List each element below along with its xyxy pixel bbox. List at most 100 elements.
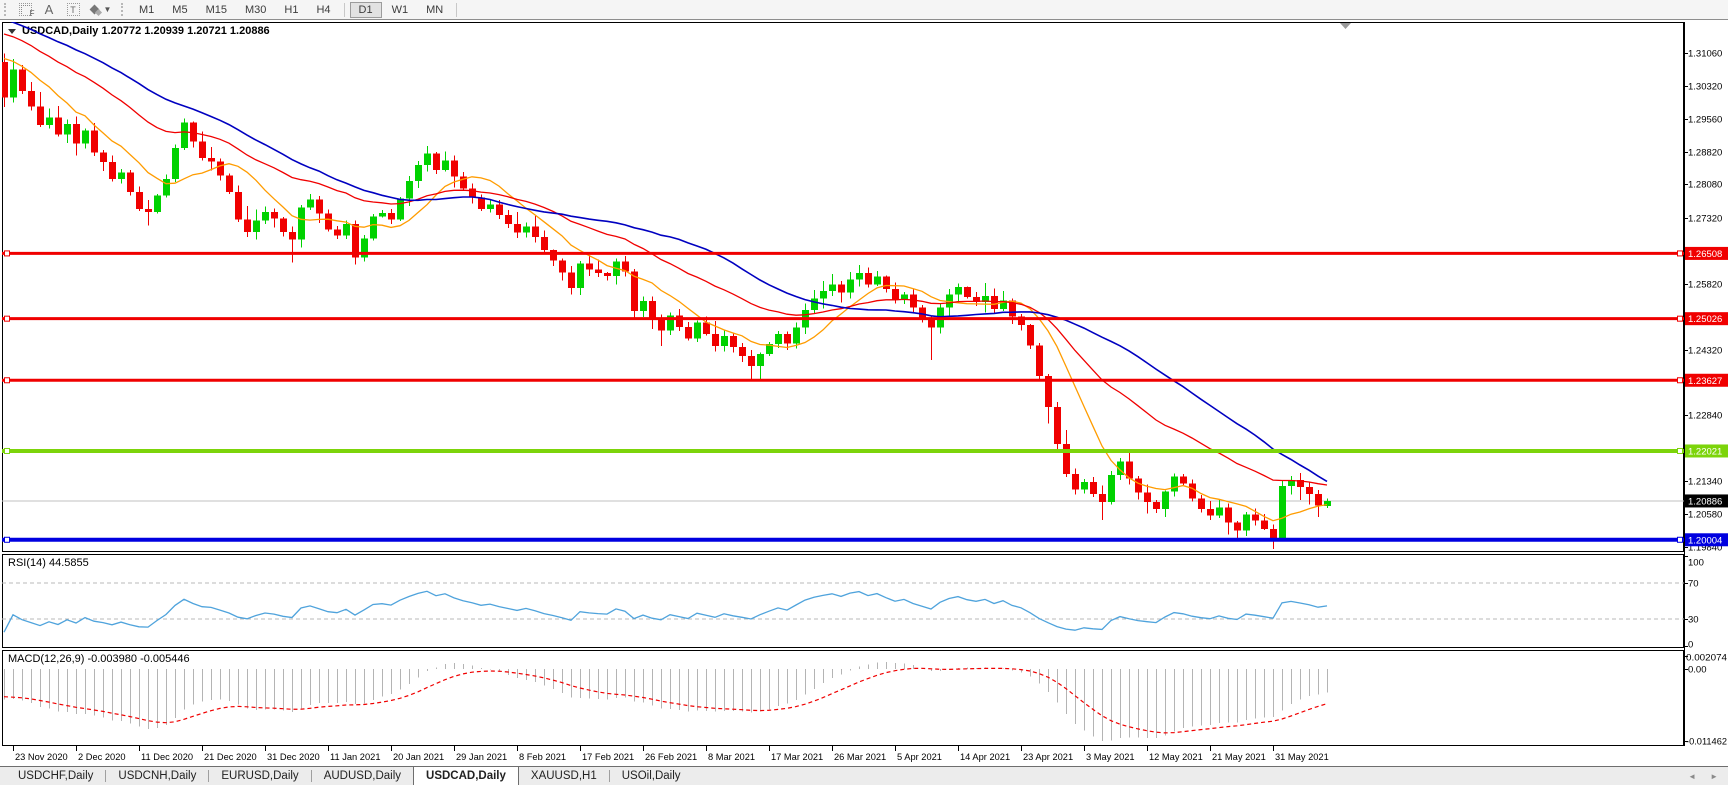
price-badge-label: 1.20004 bbox=[1688, 535, 1722, 546]
line-handle[interactable] bbox=[1677, 250, 1683, 257]
timeframe-button-mn[interactable]: MN bbox=[426, 3, 444, 16]
price-axis-label: 1.19840 bbox=[1688, 543, 1722, 554]
chart-title: USDCAD,Daily 1.20772 1.20939 1.20721 1.2… bbox=[22, 25, 270, 37]
price-badge-label: 1.25026 bbox=[1688, 314, 1722, 325]
date-axis-label: 31 May 2021 bbox=[1275, 752, 1329, 762]
tab-scroll-arrows: ◄ ► bbox=[1674, 772, 1718, 781]
price-axis-label: 1.30320 bbox=[1688, 82, 1722, 93]
price-axis-label: 1.29560 bbox=[1688, 115, 1722, 126]
line-handle[interactable] bbox=[4, 536, 10, 543]
date-axis-label: 2 Dec 2020 bbox=[78, 752, 126, 762]
date-axis-label: 26 Mar 2021 bbox=[834, 752, 886, 762]
tab-scroll-left-icon[interactable]: ◄ bbox=[1688, 772, 1697, 781]
price-axis-label: 1.31060 bbox=[1688, 49, 1722, 60]
tab-scroll-right-icon[interactable]: ► bbox=[1710, 772, 1718, 781]
date-axis-label: 11 Dec 2020 bbox=[141, 752, 193, 762]
price-axis-label: 1.20580 bbox=[1688, 510, 1722, 521]
date-axis-label: 12 May 2021 bbox=[1149, 752, 1203, 762]
ma-35-line bbox=[9, 22, 1328, 483]
candlesticks bbox=[2, 53, 1331, 549]
chart-tab-bar: USDCHF,Daily USDCNH,Daily EURUSD,Daily AUDU… bbox=[0, 766, 1728, 785]
line-handle[interactable] bbox=[1677, 315, 1683, 322]
price-badge-1.23627 bbox=[1685, 373, 1728, 387]
line-handle[interactable] bbox=[1677, 447, 1683, 454]
timeframe-button-m5[interactable]: M5 bbox=[172, 3, 188, 16]
date-axis-label: 14 Apr 2021 bbox=[960, 752, 1010, 762]
toolbar-grip-icon[interactable] bbox=[121, 3, 125, 16]
chart-tab-audusd-daily[interactable]: AUDUSD,Daily bbox=[323, 769, 402, 782]
ma-9-line bbox=[3, 57, 1328, 522]
rsi-indicator-label: RSI(14) 44.5855 bbox=[8, 557, 89, 569]
ma-26-line bbox=[3, 33, 1328, 486]
timeframe-button-m15[interactable]: M15 bbox=[205, 3, 227, 16]
toolbar: F A T ▼ M1 M5 M15 M30 H1 H4 D1 W1 MN bbox=[0, 0, 1728, 20]
macd-signal-line bbox=[3, 667, 1328, 734]
line-handle[interactable] bbox=[4, 315, 10, 322]
rsi-axis-label: 100 bbox=[1688, 558, 1704, 569]
price-badge-1.22021 bbox=[1685, 444, 1728, 458]
timeframe-button-h4[interactable]: H4 bbox=[316, 3, 331, 16]
timeframe-button-d1[interactable]: D1 bbox=[349, 1, 382, 18]
date-axis-label: 20 Jan 2021 bbox=[393, 752, 444, 762]
date-axis-label: 21 May 2021 bbox=[1212, 752, 1266, 762]
price-axis-label: 1.28080 bbox=[1688, 180, 1722, 191]
chart-tab-xauusd-h1[interactable]: XAUUSD,H1 bbox=[530, 769, 597, 782]
date-axis-label: 31 Dec 2020 bbox=[267, 752, 320, 762]
timeframe-button-m30[interactable]: M30 bbox=[244, 3, 267, 16]
rsi-line bbox=[3, 590, 1328, 633]
timeframe-button-h1[interactable]: H1 bbox=[284, 3, 299, 16]
text-annotation-icon[interactable]: A bbox=[44, 2, 54, 17]
macd-indicator-label: MACD(12,26,9) -0.003980 -0.005446 bbox=[8, 653, 190, 665]
price-badge-1.20004 bbox=[1685, 533, 1728, 547]
date-axis-label: 17 Feb 2021 bbox=[582, 752, 634, 762]
price-axis-label: 1.25820 bbox=[1688, 280, 1722, 291]
rsi-axis-label: 30 bbox=[1688, 615, 1699, 626]
text-label-icon[interactable]: T bbox=[62, 2, 84, 18]
price-axis-label: 1.27320 bbox=[1688, 214, 1722, 225]
chart-tab-usdchf-daily[interactable]: USDCHF,Daily bbox=[18, 769, 94, 782]
collapse-arrow-icon[interactable] bbox=[8, 29, 16, 34]
line-handle[interactable] bbox=[1677, 536, 1683, 543]
chart-tab-usoil-daily[interactable]: USOil,Daily bbox=[621, 769, 681, 782]
price-badge-label: 1.26508 bbox=[1688, 249, 1722, 260]
date-axis-label: 23 Apr 2021 bbox=[1023, 752, 1073, 762]
price-badge-1.26508 bbox=[1685, 246, 1728, 260]
date-axis-label: 17 Mar 2021 bbox=[771, 752, 823, 762]
date-axis-label: 11 Jan 2021 bbox=[330, 752, 381, 762]
date-axis-label: 26 Feb 2021 bbox=[645, 752, 697, 762]
price-badge-label: 1.22021 bbox=[1688, 446, 1722, 457]
toolbar-grip-icon[interactable] bbox=[4, 3, 8, 16]
price-badge-label: 1.23627 bbox=[1688, 376, 1722, 387]
date-axis-label: 3 May 2021 bbox=[1086, 752, 1135, 762]
timeframe-button-w1[interactable]: W1 bbox=[391, 3, 409, 16]
shapes-icon[interactable]: ▼ bbox=[86, 2, 116, 18]
date-axis-label: 8 Feb 2021 bbox=[519, 752, 566, 762]
chart-shift-marker-icon[interactable] bbox=[1340, 23, 1351, 29]
timeframe-button-m1[interactable]: M1 bbox=[139, 3, 155, 16]
line-handle[interactable] bbox=[4, 447, 10, 454]
chart-tab-eurusd-daily[interactable]: EURUSD,Daily bbox=[221, 769, 299, 782]
chart-tab-usdcnh-daily[interactable]: USDCNH,Daily bbox=[118, 769, 197, 782]
date-axis-label: 29 Jan 2021 bbox=[456, 752, 507, 762]
line-handle[interactable] bbox=[4, 250, 10, 257]
price-badge-1.20886 bbox=[1685, 494, 1728, 508]
date-axis-label: 5 Apr 2021 bbox=[897, 752, 942, 762]
macd-axis-label: 0.00 bbox=[1688, 665, 1707, 676]
date-axis-label: 23 Nov 2020 bbox=[15, 752, 68, 762]
price-axis-label: 1.22840 bbox=[1688, 411, 1722, 422]
price-axis-label: 1.24320 bbox=[1688, 346, 1722, 357]
price-axis-label: 1.21340 bbox=[1688, 477, 1722, 488]
crosshair-grid-icon[interactable]: F bbox=[14, 2, 36, 18]
chart-tab-usdcad-daily[interactable]: USDCAD,Daily bbox=[413, 766, 519, 785]
rsi-panel[interactable] bbox=[2, 554, 1684, 648]
rsi-axis-label: 0 bbox=[1688, 640, 1693, 651]
price-badge-1.25026 bbox=[1685, 312, 1728, 326]
line-handle[interactable] bbox=[1677, 377, 1683, 384]
timeframe-group: M1 M5 M15 M30 H1 H4 D1 W1 MN bbox=[130, 1, 461, 18]
macd-panel[interactable] bbox=[2, 650, 1684, 746]
rsi-axis-label: 70 bbox=[1688, 579, 1699, 590]
macd-axis-label: 0.002074 bbox=[1686, 653, 1727, 664]
price-badge-label: 1.20886 bbox=[1688, 496, 1722, 507]
line-handle[interactable] bbox=[4, 377, 10, 384]
